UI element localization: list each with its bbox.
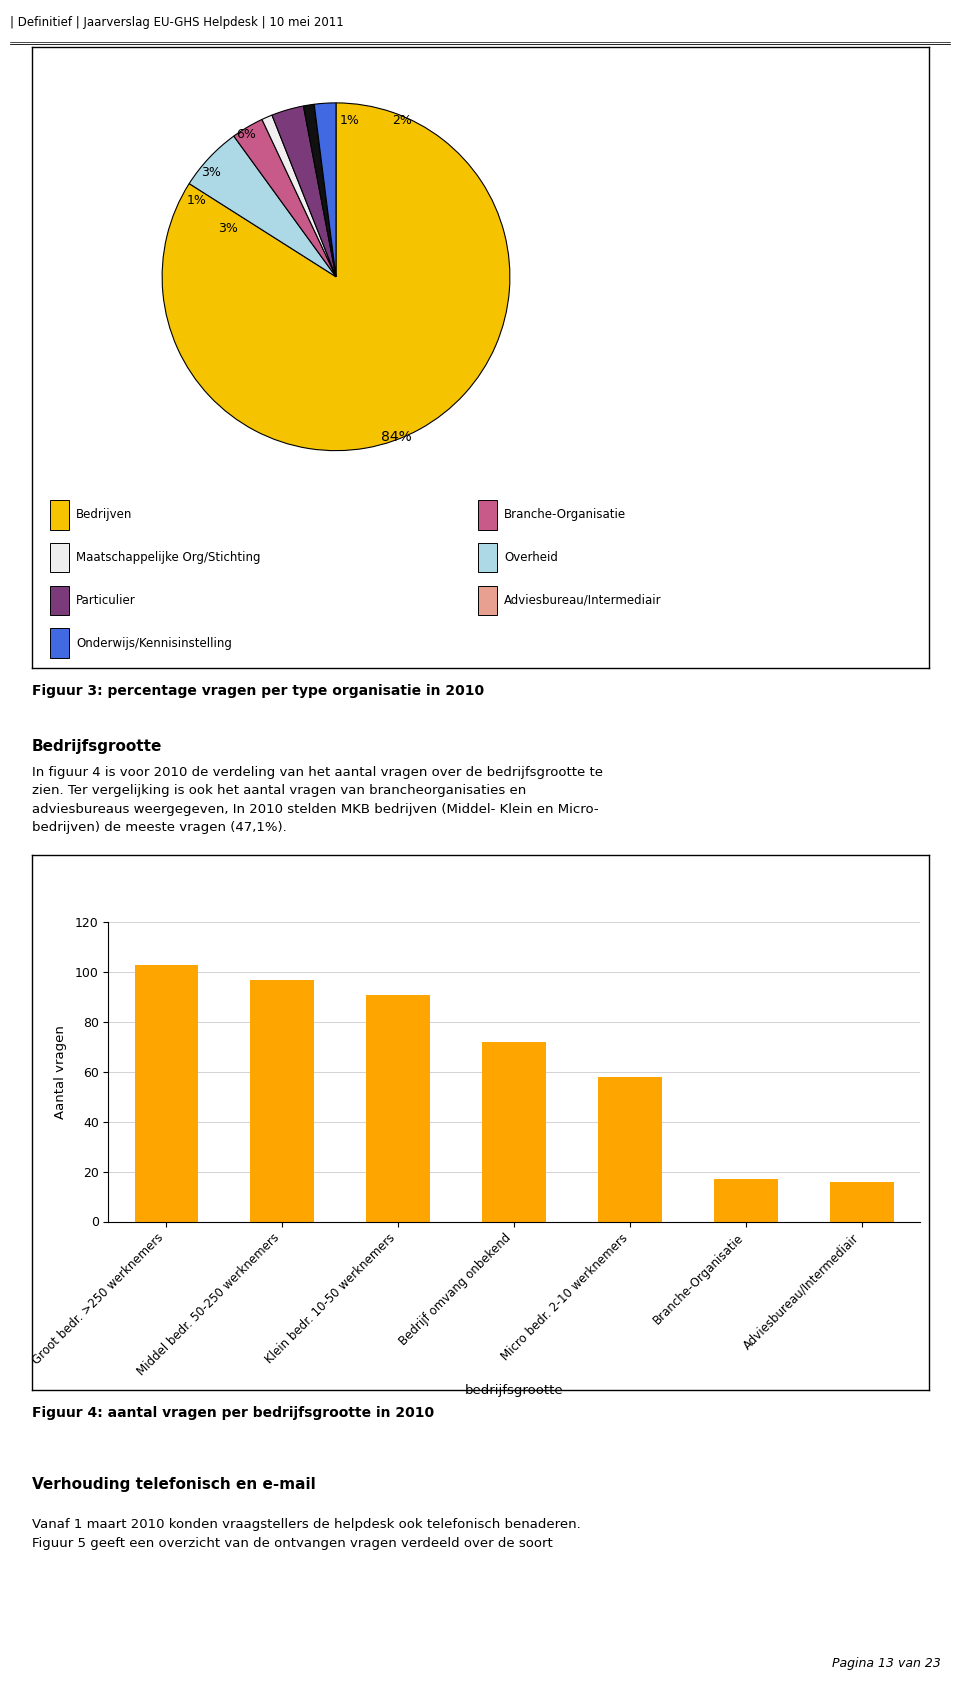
Text: 1%: 1% — [340, 115, 360, 126]
Bar — [714, 1180, 778, 1222]
Text: Figuur 3: percentage vragen per type organisatie in 2010: Figuur 3: percentage vragen per type org… — [32, 684, 484, 698]
Wedge shape — [272, 106, 336, 276]
Bar — [482, 1041, 546, 1222]
Bar — [50, 500, 69, 529]
Text: Bedrijfsgrootte: Bedrijfsgrootte — [32, 740, 162, 755]
Bar — [50, 629, 69, 657]
Text: Maatschappelijke Org/Stichting: Maatschappelijke Org/Stichting — [76, 551, 261, 564]
Bar — [478, 500, 497, 529]
Wedge shape — [303, 104, 336, 276]
Wedge shape — [314, 103, 336, 276]
Text: 3%: 3% — [201, 165, 221, 179]
Wedge shape — [234, 120, 336, 276]
Text: | Definitief | Jaarverslag EU-GHS Helpdesk | 10 mei 2011: | Definitief | Jaarverslag EU-GHS Helpde… — [10, 17, 344, 29]
Y-axis label: Aantal vragen: Aantal vragen — [54, 1024, 66, 1119]
Text: 3%: 3% — [218, 222, 238, 234]
Wedge shape — [162, 103, 510, 450]
Text: Adviesbureau/Intermediair: Adviesbureau/Intermediair — [504, 593, 661, 607]
Text: 6%: 6% — [235, 128, 255, 140]
Bar — [50, 543, 69, 573]
Text: In figuur 4 is voor 2010 de verdeling van het aantal vragen over de bedrijfsgroo: In figuur 4 is voor 2010 de verdeling va… — [32, 765, 603, 834]
Text: 1%: 1% — [187, 194, 206, 207]
Text: Verhouding telefonisch en e-mail: Verhouding telefonisch en e-mail — [32, 1476, 316, 1491]
Bar — [829, 1181, 894, 1222]
Text: 2%: 2% — [392, 115, 412, 126]
Bar — [50, 585, 69, 615]
Text: Figuur 4: aantal vragen per bedrijfsgrootte in 2010: Figuur 4: aantal vragen per bedrijfsgroo… — [32, 1405, 434, 1420]
Text: Pagina 13 van 23: Pagina 13 van 23 — [832, 1656, 941, 1670]
Bar — [367, 994, 430, 1222]
Text: Bedrijven: Bedrijven — [76, 509, 132, 521]
Text: Vanaf 1 maart 2010 konden vraagstellers de helpdesk ook telefonisch benaderen.
F: Vanaf 1 maart 2010 konden vraagstellers … — [32, 1518, 581, 1550]
Bar — [134, 966, 199, 1222]
Bar — [251, 979, 314, 1222]
Text: Overheid: Overheid — [504, 551, 558, 564]
Bar — [478, 585, 497, 615]
Wedge shape — [262, 115, 336, 276]
X-axis label: bedrijfsgrootte: bedrijfsgrootte — [465, 1383, 564, 1397]
Bar — [478, 543, 497, 573]
Text: 84%: 84% — [381, 430, 412, 443]
Bar — [598, 1077, 661, 1222]
Text: Particulier: Particulier — [76, 593, 136, 607]
Wedge shape — [189, 136, 336, 276]
Text: Branche-Organisatie: Branche-Organisatie — [504, 509, 627, 521]
Text: Onderwijs/Kennisinstelling: Onderwijs/Kennisinstelling — [76, 637, 232, 650]
